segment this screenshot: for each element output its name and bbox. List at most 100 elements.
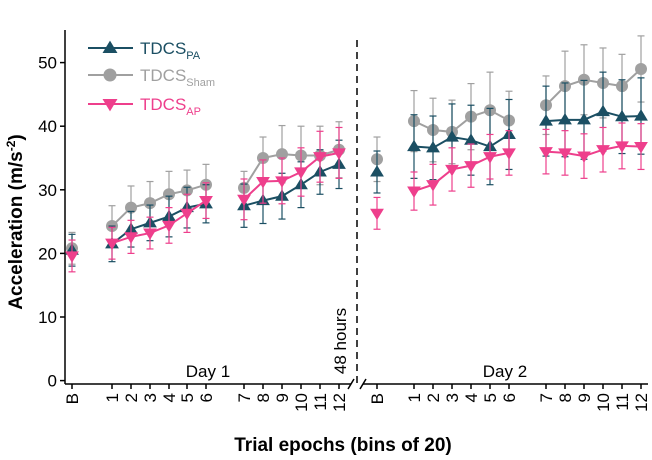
x-tick-label: 8 xyxy=(556,393,575,402)
legend-item-ap: TDCSAP xyxy=(88,95,201,118)
x-tick-label: 3 xyxy=(443,393,462,402)
y-tick-label: 40 xyxy=(38,117,57,136)
x-tick-label: 1 xyxy=(103,393,122,402)
data-point xyxy=(275,176,289,188)
data-point xyxy=(143,228,157,240)
x-tick-label: 2 xyxy=(122,393,141,402)
data-point xyxy=(539,114,553,126)
x-tick-label: 11 xyxy=(311,393,330,411)
data-point xyxy=(558,113,572,125)
data-point xyxy=(426,140,440,153)
day1-label: Day 1 xyxy=(186,362,230,381)
data-point xyxy=(332,148,346,160)
x-tick-label: 2 xyxy=(424,393,443,402)
data-point xyxy=(558,148,572,160)
x-tick-label: 8 xyxy=(254,393,273,402)
data-point xyxy=(634,141,648,154)
data-point xyxy=(426,180,440,192)
data-point xyxy=(502,148,516,160)
legend-label-sub: PA xyxy=(186,50,201,62)
x-tick-label: 12 xyxy=(632,393,651,412)
legend-label: TDCSPA xyxy=(140,39,201,62)
legend-marker xyxy=(103,68,117,82)
data-point xyxy=(162,220,176,233)
y-ticks: 0 10 20 30 40 50 xyxy=(38,54,65,391)
x-tick-label: 3 xyxy=(141,393,160,402)
legend-label-base: TDCS xyxy=(140,39,186,58)
x-tick-label: 4 xyxy=(462,393,481,402)
data-point xyxy=(445,130,459,142)
legend-item-pa: TDCSPA xyxy=(88,39,201,62)
data-point xyxy=(539,147,553,159)
y-tick-label: 50 xyxy=(38,54,57,73)
x-tick-label: 9 xyxy=(575,393,594,402)
x-tick-label: 1 xyxy=(405,393,424,402)
day2-label: Day 2 xyxy=(483,362,527,381)
y-axis-title: Acceleration (m/s-2) xyxy=(4,134,27,309)
x-tick-label: 11 xyxy=(613,393,632,411)
axis-break-mark xyxy=(359,378,367,390)
series-ap xyxy=(65,122,648,273)
data-point xyxy=(615,109,629,122)
data-point xyxy=(313,152,327,164)
data-point xyxy=(163,188,175,201)
x-tick-label: 4 xyxy=(160,393,179,402)
series-line xyxy=(413,133,510,149)
legend-label-base: TDCS xyxy=(140,95,186,114)
data-point xyxy=(125,201,137,214)
data-point xyxy=(407,186,421,198)
data-point xyxy=(180,208,194,221)
data-point xyxy=(577,113,591,125)
legend-marker xyxy=(102,40,118,53)
data-point xyxy=(199,196,213,208)
break-label: 48 hours xyxy=(331,308,350,374)
data-point xyxy=(65,251,79,263)
legend-label-base: TDCS xyxy=(140,66,186,85)
data-point xyxy=(144,197,156,210)
data-point xyxy=(445,164,459,177)
x-tick-label: 5 xyxy=(178,393,197,402)
data-point xyxy=(294,167,308,179)
legend-item-sham: TDCSSham xyxy=(88,66,215,89)
legend-label-sub: Sham xyxy=(186,77,215,89)
data-point xyxy=(615,141,629,153)
x-tick-label: 7 xyxy=(235,393,254,402)
data-point xyxy=(105,238,119,251)
data-point xyxy=(578,73,590,86)
legend-label: TDCSSham xyxy=(140,66,215,89)
x-tick-label: B xyxy=(63,393,82,404)
x-tick-label: 10 xyxy=(292,393,311,412)
data-point xyxy=(257,152,269,164)
data-point xyxy=(464,133,478,145)
series-sham xyxy=(66,35,647,265)
data-point xyxy=(407,139,421,152)
data-point xyxy=(464,161,478,173)
data-point xyxy=(483,152,497,164)
series-line xyxy=(413,151,510,193)
legend-label-sub: AP xyxy=(186,106,201,118)
data-point xyxy=(370,165,384,177)
y-tick-label: 30 xyxy=(38,181,57,200)
data-point xyxy=(634,109,648,121)
data-point xyxy=(237,194,251,207)
y-tick-label: 20 xyxy=(38,244,57,263)
data-point xyxy=(276,148,288,161)
x-tick-label: 7 xyxy=(537,393,556,402)
data-point xyxy=(577,151,591,163)
y-tick-label: 10 xyxy=(38,308,57,327)
data-point xyxy=(635,62,647,75)
axis-break-mark xyxy=(347,378,355,390)
legend-label: TDCSAP xyxy=(140,95,201,118)
x-axis-title: Trial epochs (bins of 20) xyxy=(234,435,452,456)
x-tick-label: 6 xyxy=(500,393,519,402)
plot-area xyxy=(65,35,648,273)
x-tick-label: B xyxy=(368,393,387,404)
data-point xyxy=(256,176,270,189)
x-tick-label: 5 xyxy=(481,393,500,402)
data-point xyxy=(596,104,610,117)
data-point xyxy=(370,208,384,221)
y-tick-label: 0 xyxy=(48,372,57,391)
x-ticks: B 1 2 3 4 5 6 7 8 9 10 11 12 B 1 2 3 4 5 6 7 8 9 10 11 12 xyxy=(63,384,651,412)
